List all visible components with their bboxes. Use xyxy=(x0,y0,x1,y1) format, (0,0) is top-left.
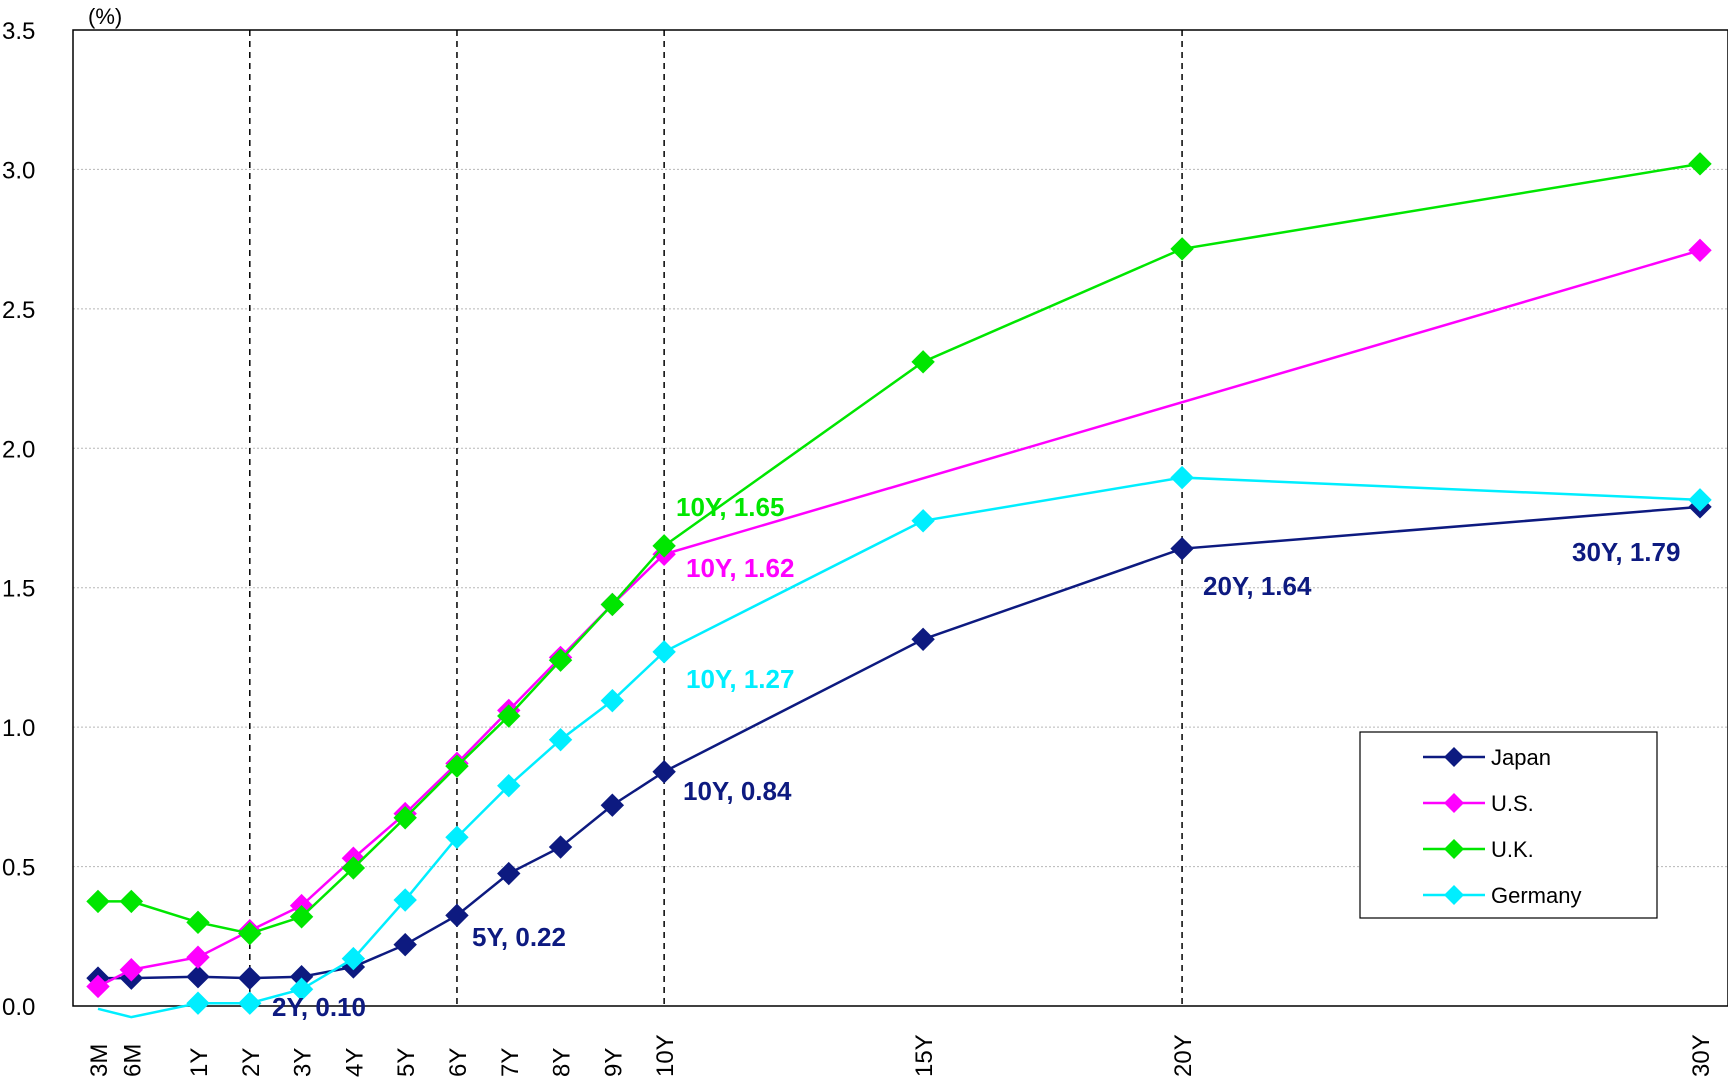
x-axis-ticks: 3M 6M 1Y 2Y 3Y 4Y 5Y 6Y 7Y 8Y 9Y 10Y 15Y 20Y 30Y xyxy=(86,1034,1715,1077)
data-point-marker xyxy=(1170,237,1194,261)
data-point-marker xyxy=(600,793,625,817)
data-point-marker xyxy=(497,773,521,798)
data-point-marker xyxy=(911,627,935,652)
data-point-marker xyxy=(238,921,262,946)
data-point-marker xyxy=(119,958,144,982)
data-point-marker xyxy=(393,888,417,912)
data-point-marker xyxy=(911,350,935,374)
data-point-marker xyxy=(1688,488,1712,512)
data-label: 2Y, 0.10 xyxy=(272,992,366,1022)
x-tick-label: 15Y xyxy=(911,1034,938,1077)
data-point-marker xyxy=(341,856,366,880)
y-axis-ticks: 0.0 0.5 1.0 1.5 2.0 2.5 3.0 3.5 xyxy=(2,18,35,1021)
data-point-marker xyxy=(341,946,366,971)
data-point-marker xyxy=(238,991,262,1015)
data-point-marker xyxy=(238,966,262,990)
y-axis-unit-label: (%) xyxy=(88,4,122,29)
data-label: 30Y, 1.79 xyxy=(1572,537,1680,567)
data-label: 20Y, 1.64 xyxy=(1203,571,1312,601)
data-point-marker xyxy=(1688,152,1712,176)
data-point-marker xyxy=(445,903,469,928)
y-tick-label: 2.5 xyxy=(2,297,35,324)
data-point-marker xyxy=(1688,238,1712,263)
legend-swatch-marker xyxy=(1444,885,1464,905)
legend-swatch-marker xyxy=(1444,839,1464,859)
series-lines xyxy=(86,152,1712,1019)
x-tick-label: 30Y xyxy=(1688,1034,1715,1077)
data-point-marker xyxy=(186,945,210,969)
data-point-marker xyxy=(289,977,314,1001)
data-point-marker xyxy=(1170,536,1194,561)
data-point-marker xyxy=(186,910,210,935)
legend-entry-label: Japan xyxy=(1491,745,1551,770)
x-tick-label: 3Y xyxy=(290,1048,317,1077)
data-point-marker xyxy=(393,806,417,830)
data-label: 10Y, 1.65 xyxy=(676,492,784,522)
data-label: 10Y, 0.84 xyxy=(683,776,792,806)
y-tick-label: 3.0 xyxy=(2,157,35,184)
data-point-marker xyxy=(445,825,469,849)
data-point-marker xyxy=(497,704,521,728)
data-point-marker xyxy=(548,835,573,859)
legend-box xyxy=(1359,731,1658,919)
legend-entry-label: Germany xyxy=(1491,883,1581,908)
x-tick-label: 8Y xyxy=(549,1048,576,1077)
legend: Japan U.S. U.K. Germany xyxy=(1359,731,1658,919)
data-point-marker xyxy=(652,534,676,558)
x-tick-label: 7Y xyxy=(497,1048,524,1077)
data-point-marker xyxy=(1170,465,1194,490)
x-tick-label: 1Y xyxy=(186,1048,213,1077)
series-uk xyxy=(86,152,1712,946)
plot-frame xyxy=(72,29,1728,1007)
y-tick-label: 3.5 xyxy=(2,18,35,45)
y-tick-label: 1.0 xyxy=(2,715,35,742)
y-tick-label: 1.5 xyxy=(2,576,35,603)
data-point-marker xyxy=(600,592,625,617)
data-point-marker xyxy=(119,889,144,914)
x-tick-label: 2Y xyxy=(238,1048,265,1077)
legend-swatch-marker xyxy=(1444,747,1464,767)
data-label: 5Y, 0.22 xyxy=(472,922,566,952)
data-point-marker xyxy=(911,509,935,533)
reference-lines xyxy=(249,30,1183,1006)
data-point-marker xyxy=(652,640,676,664)
x-tick-label: 5Y xyxy=(393,1048,420,1077)
x-tick-label: 10Y xyxy=(652,1034,679,1077)
data-point-marker xyxy=(86,974,110,999)
y-tick-label: 2.0 xyxy=(2,436,35,463)
legend-swatch-marker xyxy=(1444,793,1464,813)
data-point-marker xyxy=(548,727,573,752)
y-tick-label: 0.0 xyxy=(2,994,35,1021)
y-tick-label: 0.5 xyxy=(2,855,35,882)
x-tick-label: 6Y xyxy=(445,1048,472,1077)
x-tick-label: 9Y xyxy=(600,1048,627,1077)
data-point-marker xyxy=(652,760,676,784)
legend-entry-label: U.K. xyxy=(1491,837,1534,862)
data-label: 10Y, 1.62 xyxy=(686,553,794,583)
data-point-marker xyxy=(86,889,110,914)
data-point-marker xyxy=(186,991,210,1015)
x-tick-label: 4Y xyxy=(341,1048,368,1077)
series-germany xyxy=(97,465,1712,1019)
data-point-marker xyxy=(289,905,314,929)
data-point-marker xyxy=(393,932,417,957)
data-label: 10Y, 1.27 xyxy=(686,664,794,694)
data-point-marker xyxy=(600,688,625,713)
data-point-marker xyxy=(445,754,469,778)
data-point-marker xyxy=(497,861,521,886)
data-point-marker xyxy=(548,648,573,672)
x-tick-label: 3M xyxy=(86,1044,113,1077)
x-tick-label: 6M xyxy=(119,1044,146,1077)
annotations: 10Y, 1.65 10Y, 1.62 10Y, 1.27 10Y, 0.84 5Y, … xyxy=(272,492,1680,1022)
legend-entry-label: U.S. xyxy=(1491,791,1534,816)
data-point-marker xyxy=(186,965,210,989)
x-tick-label: 20Y xyxy=(1170,1034,1197,1077)
